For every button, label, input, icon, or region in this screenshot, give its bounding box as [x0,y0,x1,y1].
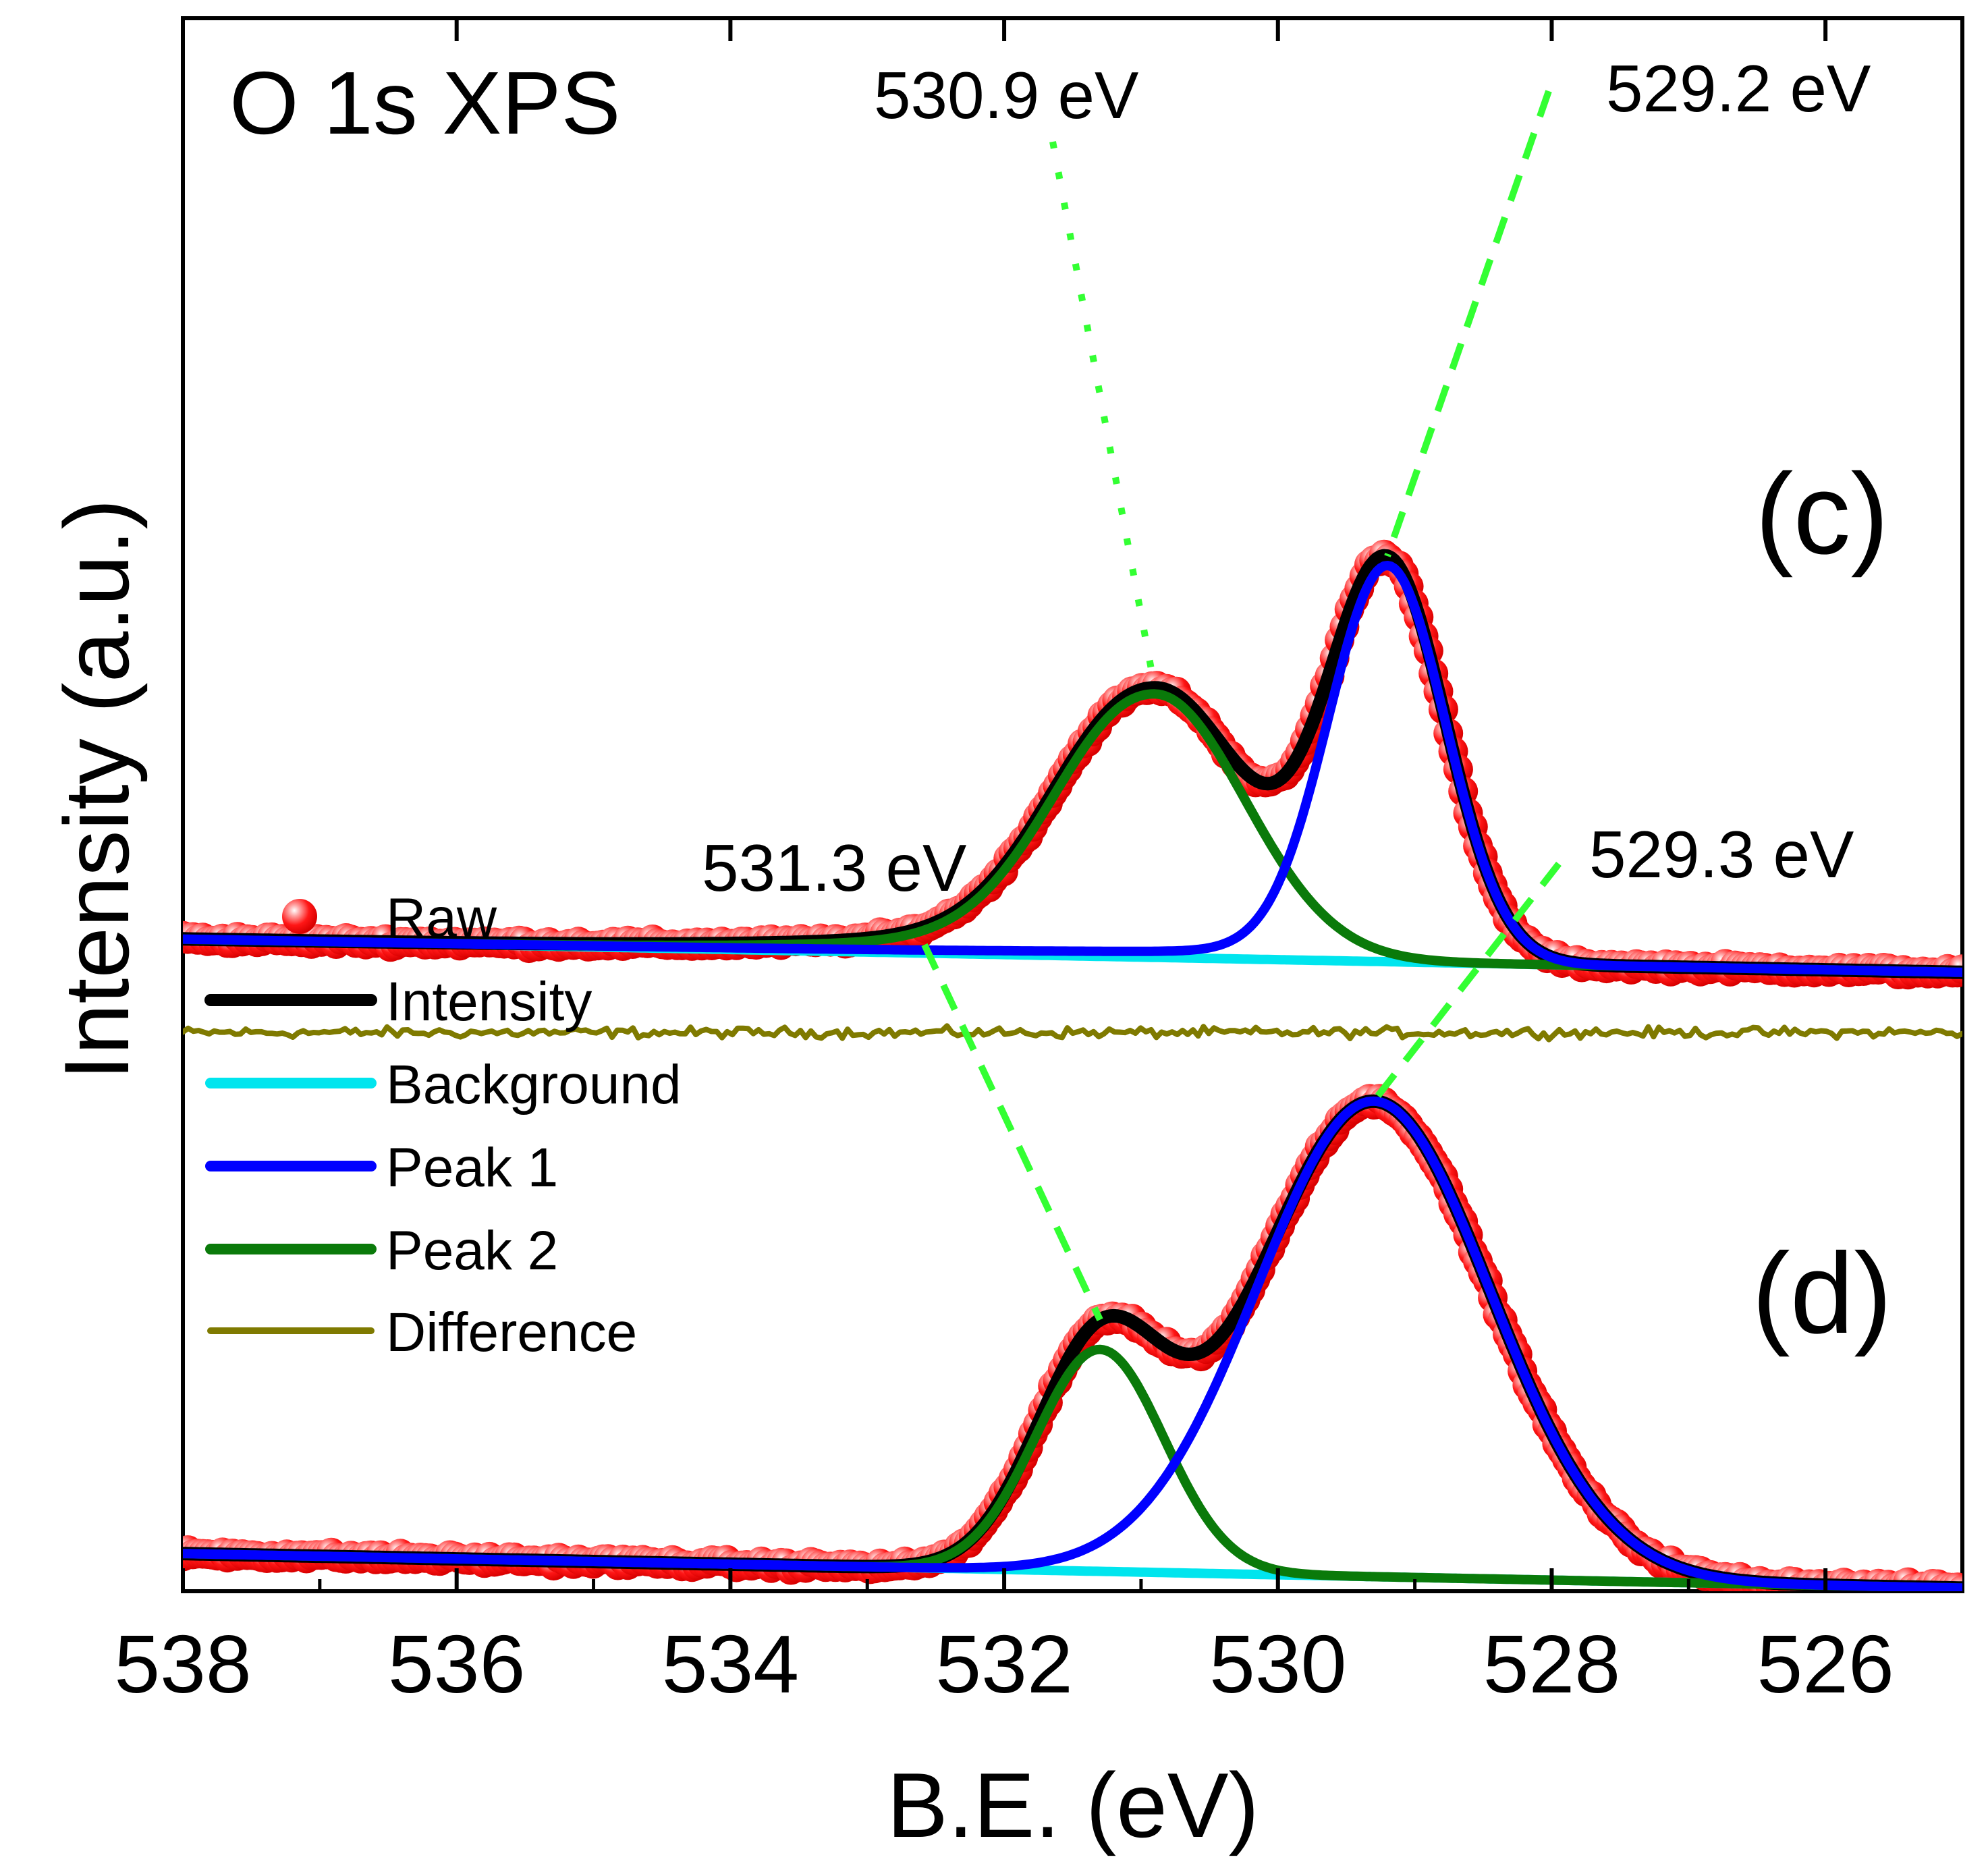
legend-label-peak-1: Peak 1 [386,1137,558,1198]
x-axis-ticks: 538 536 534 532 530 528 526 [114,18,1894,1710]
legend-symbol-raw [282,899,317,934]
leader-line-d-peak2 [921,943,1103,1321]
leader-line-c-peak1 [1384,90,1552,557]
peak-1-line-c [183,561,1962,977]
y-axis-title: Intensity (a.u.) [45,499,148,1080]
difference-line-c [183,1023,1962,1043]
x-tick-label: 538 [114,1618,252,1710]
legend-label-intensity: Intensity [386,971,592,1032]
fit-lines [183,549,1962,1591]
peak-label-531-3: 531.3 eV [702,831,966,905]
legend-label-raw: Raw [386,887,497,949]
x-tick-label: 530 [1209,1618,1347,1710]
legend-item-background: Background [205,1054,682,1115]
legend-item-intensity: Intensity [204,971,592,1032]
peak-label-530-9: 530.9 eV [874,58,1138,132]
legend-label-background: Background [386,1054,682,1115]
legend-item-difference: Difference [207,1302,637,1363]
leader-line-d-peak1 [1371,861,1562,1103]
peak-label-529-3: 529.3 eV [1589,817,1854,891]
legend-label-difference: Difference [386,1302,637,1363]
x-tick-label: 532 [935,1618,1073,1710]
x-tick-label: 528 [1483,1618,1621,1710]
legend-item-raw: Raw [282,887,497,949]
panel-tag-c: (c) [1755,450,1889,578]
x-tick-label: 534 [662,1618,800,1710]
panel-title: O 1s XPS [229,53,621,153]
x-tick-label: 536 [388,1618,526,1710]
panel-tag-d: (d) [1752,1230,1892,1358]
legend: Raw Intensity Background Peak 1 Peak 2 D… [204,887,682,1363]
legend-label-peak-2: Peak 2 [386,1220,558,1281]
series-layer [183,539,1962,1591]
peak-annotations [921,90,1562,1321]
legend-item-peak-1: Peak 1 [205,1137,558,1198]
leader-line-c-peak2 [1049,141,1159,689]
plot-frame [181,16,1964,1593]
x-axis-title: B.E. (eV) [887,1754,1259,1856]
peak-label-529-2: 529.2 eV [1606,51,1871,126]
x-tick-label: 526 [1757,1618,1894,1710]
peak-1-line-d [183,1096,1962,1591]
legend-item-peak-2: Peak 2 [205,1220,558,1281]
